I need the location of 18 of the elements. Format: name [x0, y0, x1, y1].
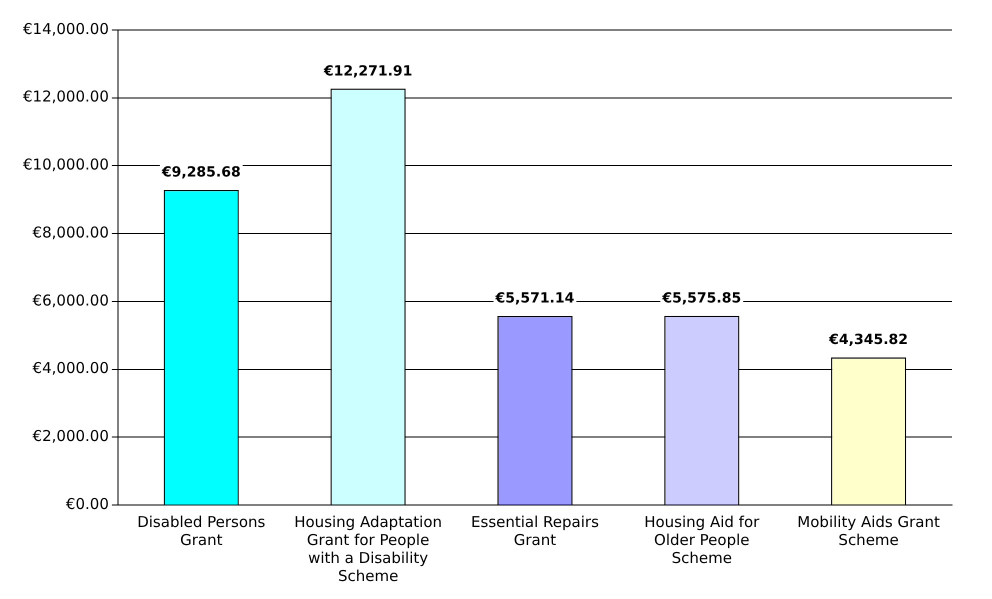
y-tick-label: €2,000.00 [32, 427, 109, 446]
x-tick-label: Disabled Persons Grant [137, 512, 266, 549]
y-tick-label: €4,000.00 [32, 359, 109, 378]
y-tick-label: €0.00 [66, 494, 109, 513]
y-tick-label: €6,000.00 [32, 291, 109, 310]
y-tick-label: €8,000.00 [32, 223, 109, 242]
y-tick-label: €14,000.00 [22, 20, 109, 38]
data-label: €5,571.14 [494, 290, 575, 307]
x-tick-label: Housing Adaptation Grant for People with a Disability Scheme [294, 512, 442, 585]
x-tick-label: Mobility Aids Grant Scheme [797, 512, 940, 549]
data-label: €12,271.91 [322, 63, 412, 80]
y-tick-label: €10,000.00 [22, 156, 109, 174]
y-tick-label: €12,000.00 [22, 88, 109, 106]
data-label: €9,285.68 [160, 164, 241, 181]
x-tick-label: Housing Aid for Older People Scheme [644, 512, 760, 567]
data-label: €5,575.85 [661, 290, 742, 306]
x-tick-label: Essential Repairs Grant [471, 512, 600, 549]
data-label: €4,345.82 [828, 332, 908, 348]
